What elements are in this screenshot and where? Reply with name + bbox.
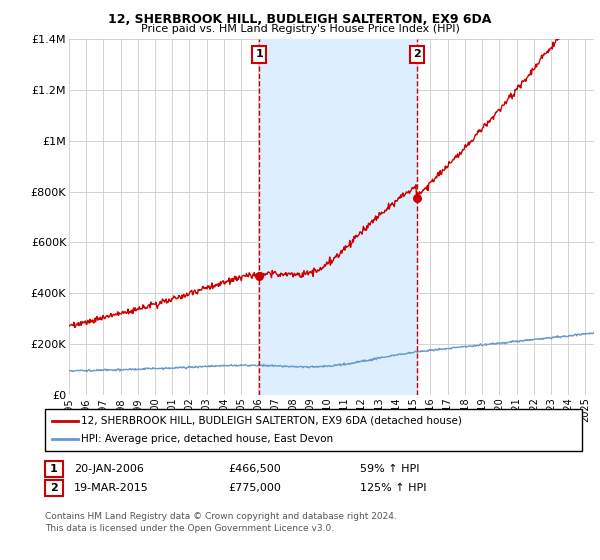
Text: Contains HM Land Registry data © Crown copyright and database right 2024.
This d: Contains HM Land Registry data © Crown c… <box>45 512 397 533</box>
Point <box>412 193 422 202</box>
Text: 1: 1 <box>256 49 263 59</box>
Text: 125% ↑ HPI: 125% ↑ HPI <box>360 483 427 493</box>
Text: Price paid vs. HM Land Registry's House Price Index (HPI): Price paid vs. HM Land Registry's House … <box>140 24 460 34</box>
Text: 12, SHERBROOK HILL, BUDLEIGH SALTERTON, EX9 6DA: 12, SHERBROOK HILL, BUDLEIGH SALTERTON, … <box>109 13 491 26</box>
Text: 12, SHERBROOK HILL, BUDLEIGH SALTERTON, EX9 6DA (detached house): 12, SHERBROOK HILL, BUDLEIGH SALTERTON, … <box>81 416 462 426</box>
Text: 2: 2 <box>413 49 421 59</box>
Text: 20-JAN-2006: 20-JAN-2006 <box>74 464 143 474</box>
Point <box>254 272 264 281</box>
Bar <box>259 39 417 395</box>
Text: £466,500: £466,500 <box>228 464 281 474</box>
Text: 2: 2 <box>50 483 58 493</box>
Text: 19-MAR-2015: 19-MAR-2015 <box>74 483 149 493</box>
Text: HPI: Average price, detached house, East Devon: HPI: Average price, detached house, East… <box>81 434 333 444</box>
Text: 59% ↑ HPI: 59% ↑ HPI <box>360 464 419 474</box>
Text: £775,000: £775,000 <box>228 483 281 493</box>
Text: 1: 1 <box>50 464 58 474</box>
